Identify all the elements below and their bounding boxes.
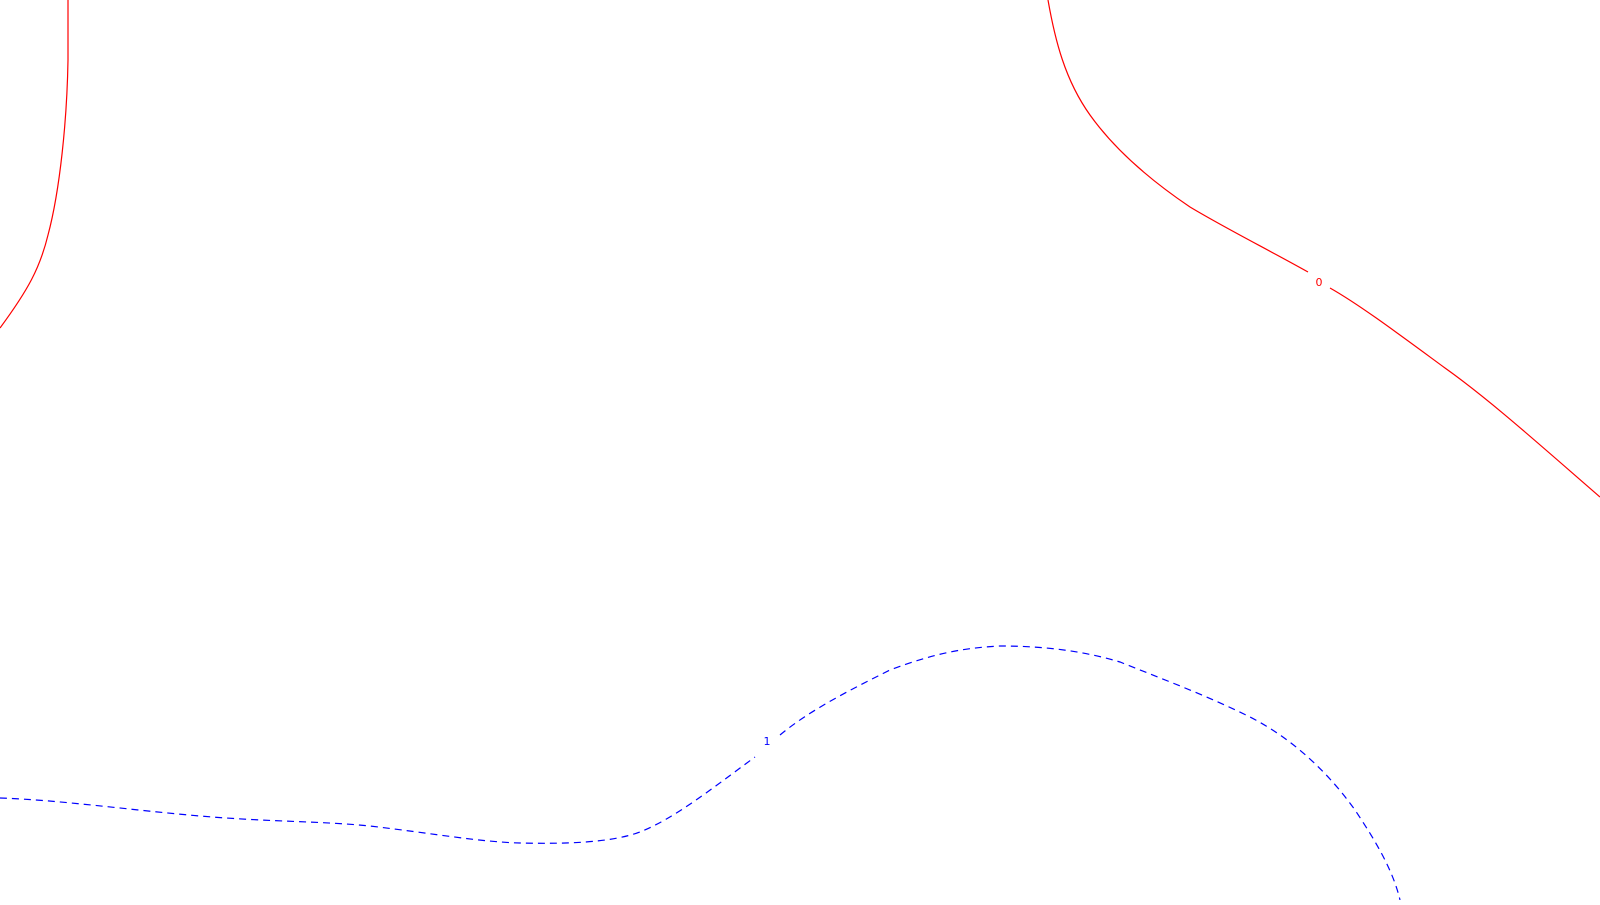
contour-line-0-right-upper xyxy=(1047,0,1309,273)
contour-line-1-left xyxy=(0,756,756,844)
contour-line-1-right xyxy=(779,645,1401,901)
contour-line-0-right-lower xyxy=(1329,287,1600,498)
contour-label-1: 1 xyxy=(764,735,771,748)
contour-label-0: 0 xyxy=(1316,276,1323,289)
contour-line-0-left xyxy=(0,0,69,329)
